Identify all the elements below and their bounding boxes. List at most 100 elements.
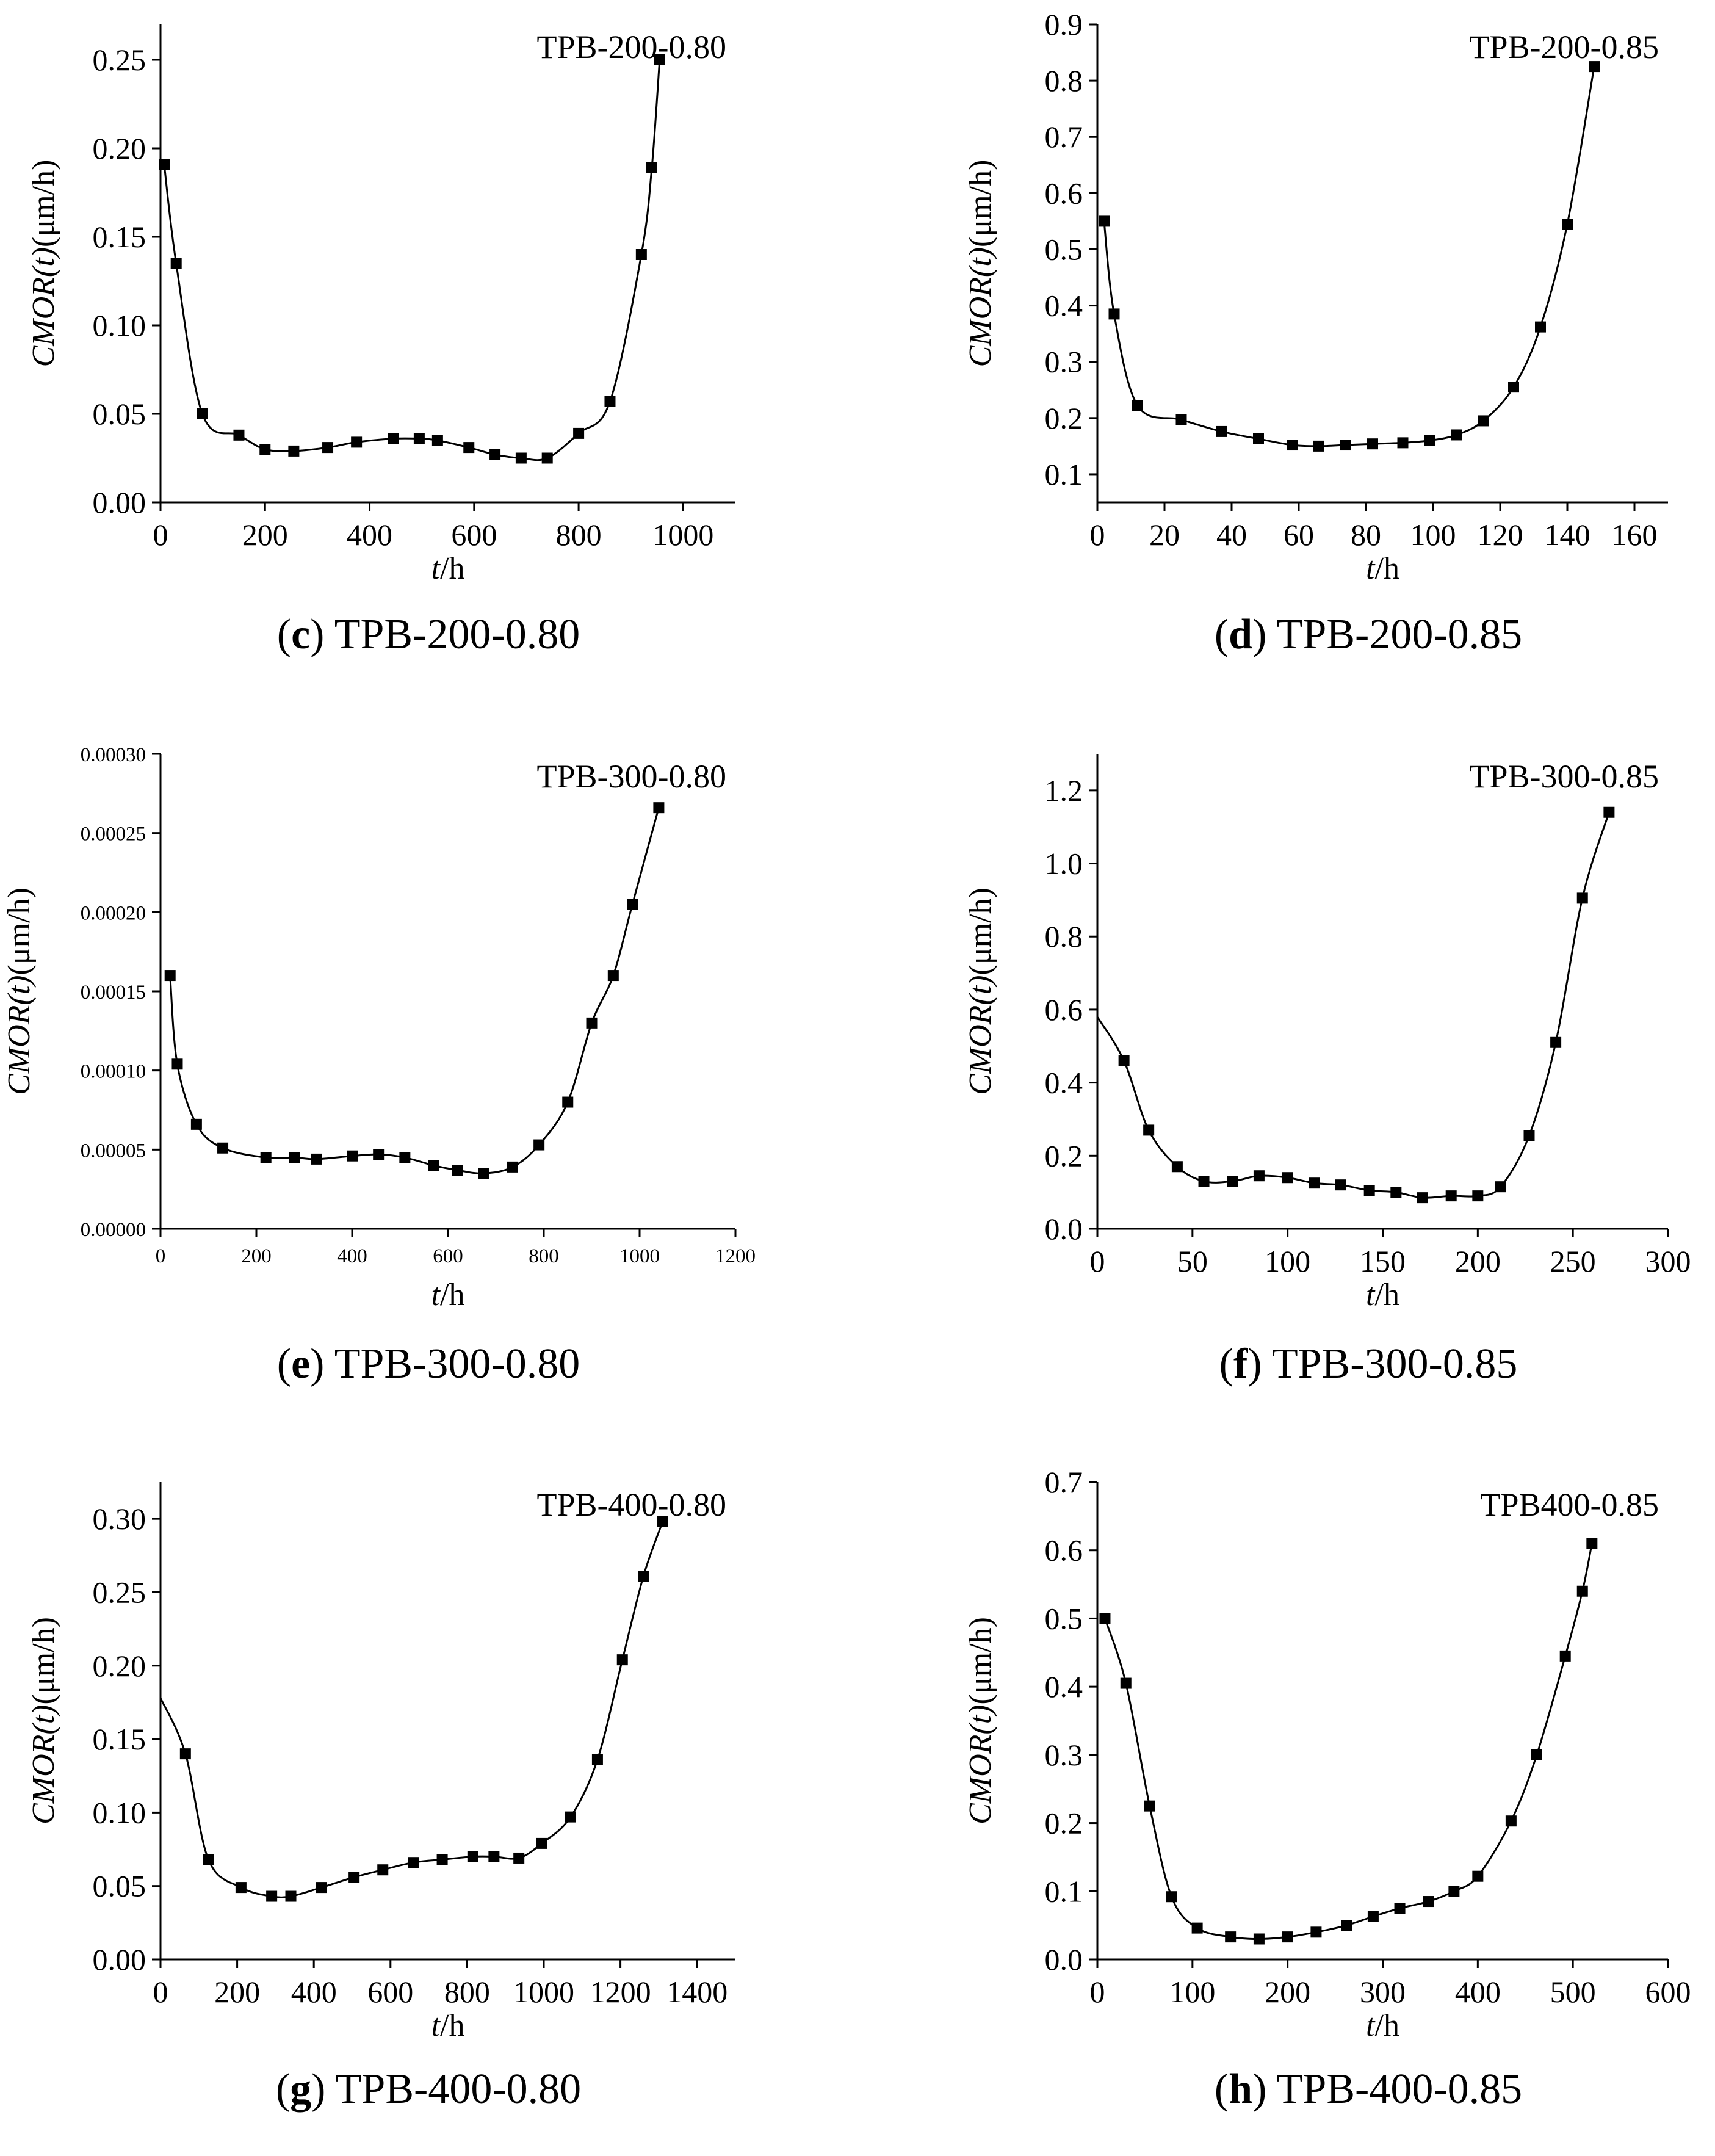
- x-tick-label: 0: [1090, 1244, 1105, 1278]
- y-tick-label: 0.6: [1045, 1533, 1083, 1568]
- y-tick-label: 0.4: [1045, 1669, 1083, 1704]
- x-axis-title: t/h: [431, 551, 465, 586]
- x-tick-label: 1200: [715, 1245, 756, 1267]
- x-tick-label: 200: [242, 518, 288, 552]
- y-tick-label: 0.00030: [81, 744, 146, 766]
- data-point: [285, 1890, 297, 1902]
- y-tick-label: 0.6: [1045, 176, 1083, 210]
- data-point: [1508, 382, 1519, 393]
- y-tick-label: 0.00010: [81, 1061, 146, 1083]
- data-point: [399, 1152, 411, 1163]
- data-point: [431, 435, 443, 446]
- y-tick-label: 0.10: [93, 1795, 146, 1829]
- data-point: [1309, 1177, 1320, 1189]
- x-tick-label: 100: [1169, 1975, 1215, 2009]
- data-point: [1495, 1181, 1506, 1193]
- chart-panel-c: 0 200 400 600 800 1000 0.00 0.05 0.10 0.15 0.20 0.2…: [26, 24, 735, 658]
- chart-panel-f: 0 50 100 150 200 250 300 0.0 0.2 0.4 0.6 0.8 1.0 1.2 t…: [963, 754, 1691, 1387]
- data-point: [1576, 1585, 1588, 1597]
- series-line: [1104, 1543, 1593, 1940]
- data-point: [348, 1872, 360, 1883]
- x-tick-label: 600: [367, 1975, 413, 2009]
- data-point: [1253, 1170, 1265, 1182]
- data-point: [1451, 429, 1462, 441]
- y-tick-label: 0.0: [1045, 1212, 1083, 1246]
- x-tick-label: 0: [153, 1975, 168, 2009]
- data-point: [573, 427, 585, 439]
- x-tick-label: 80: [1351, 518, 1381, 552]
- data-point: [1423, 1896, 1434, 1908]
- data-point: [1099, 1613, 1111, 1624]
- chart-title: TPB-300-0.85: [1470, 758, 1659, 795]
- data-point: [1448, 1886, 1460, 1897]
- data-point: [347, 1150, 358, 1162]
- data-point: [646, 162, 657, 173]
- y-tick-label: 0.20: [93, 131, 146, 165]
- data-point: [507, 1161, 518, 1173]
- y-tick-label: 0.7: [1045, 1465, 1083, 1499]
- data-point: [316, 1882, 327, 1894]
- data-point: [1531, 1749, 1542, 1760]
- data-point: [1313, 440, 1324, 452]
- data-point: [1559, 1650, 1571, 1662]
- data-point: [1363, 1185, 1375, 1196]
- y-tick-label: 0.1: [1045, 457, 1083, 491]
- x-axis-title: t/h: [1366, 551, 1399, 586]
- data-point: [533, 1139, 545, 1151]
- panel-caption: (f) TPB-300-0.85: [1219, 1340, 1518, 1387]
- x-tick-label: 500: [1550, 1975, 1596, 2009]
- x-tick-label: 200: [1265, 1975, 1310, 2009]
- chart-title: TPB400-0.85: [1480, 1486, 1659, 1523]
- data-point: [1472, 1870, 1484, 1882]
- y-tick-label: 0.3: [1045, 1738, 1083, 1772]
- data-point: [260, 1152, 272, 1163]
- chart-title: TPB-300-0.80: [537, 758, 727, 795]
- data-point: [289, 1152, 300, 1163]
- data-point: [1198, 1176, 1210, 1187]
- data-point: [591, 1754, 603, 1765]
- data-point: [607, 970, 619, 982]
- y-axis-title: CMOR(t)(μm/h): [963, 1617, 998, 1825]
- data-point: [190, 1118, 202, 1130]
- data-point: [1586, 1538, 1598, 1549]
- data-point: [1175, 414, 1187, 425]
- y-tick-label: 0.00005: [81, 1140, 146, 1162]
- panel-caption: (e) TPB-300-0.80: [277, 1340, 580, 1387]
- data-point: [1216, 425, 1227, 437]
- y-tick-label: 0.7: [1045, 120, 1083, 154]
- y-tick-label: 0.00: [93, 485, 146, 519]
- data-point: [604, 396, 616, 407]
- data-point: [1143, 1124, 1155, 1136]
- data-point: [654, 54, 665, 65]
- x-tick-label: 100: [1265, 1244, 1310, 1278]
- data-point: [1505, 1815, 1517, 1827]
- x-tick-label: 100: [1410, 518, 1456, 552]
- data-point: [1550, 1036, 1562, 1048]
- x-tick-label: 150: [1360, 1244, 1406, 1278]
- data-point: [1478, 415, 1489, 427]
- x-tick-label: 140: [1545, 518, 1590, 552]
- data-point: [259, 444, 271, 455]
- x-tick-label: 600: [1645, 1975, 1691, 2009]
- data-point: [627, 899, 638, 910]
- data-point: [1120, 1677, 1132, 1689]
- data-point: [266, 1890, 278, 1902]
- y-tick-label: 0.00025: [81, 823, 146, 845]
- data-point: [1394, 1903, 1406, 1914]
- y-tick-label: 1.0: [1045, 847, 1083, 881]
- y-tick-label: 0.10: [93, 308, 146, 342]
- chart-panel-e: 0 200 400 600 800 1000 1200 0.00000 0.00005 0.000…: [2, 744, 756, 1387]
- x-tick-label: 20: [1149, 518, 1180, 552]
- y-tick-label: 0.8: [1045, 63, 1083, 98]
- data-point: [1225, 1931, 1237, 1943]
- data-point: [1397, 437, 1409, 449]
- x-tick-label: 400: [1455, 1975, 1501, 2009]
- x-tick-label: 0: [1090, 1975, 1105, 2009]
- x-tick-label: 40: [1216, 518, 1247, 552]
- data-point: [1108, 308, 1120, 320]
- x-tick-label: 400: [347, 518, 392, 552]
- y-axis-title: CMOR(t)(μm/h): [26, 1617, 61, 1825]
- chart-title: TPB-200-0.85: [1470, 29, 1659, 65]
- data-point: [1589, 61, 1600, 73]
